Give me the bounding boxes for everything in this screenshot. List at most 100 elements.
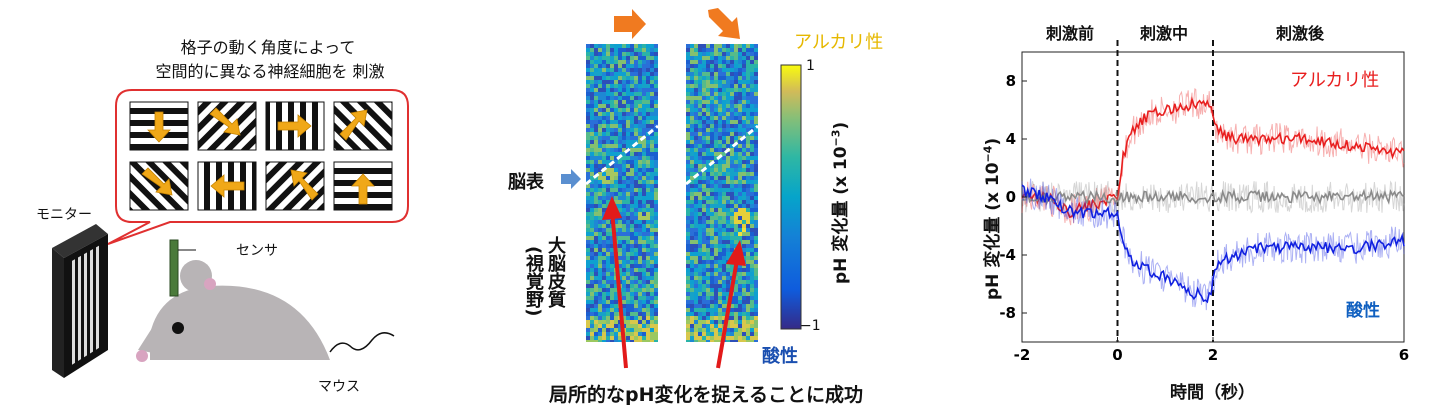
heatmap-cell	[602, 236, 606, 240]
heatmap-cell	[626, 164, 630, 168]
heatmap-cell	[646, 76, 650, 80]
heatmap-cell	[586, 108, 590, 112]
heatmap-cell	[742, 48, 746, 52]
heatmap-cell	[646, 212, 650, 216]
heatmap-cell	[646, 100, 650, 104]
heatmap-cell	[638, 236, 642, 240]
heatmap-cell	[722, 244, 726, 248]
heatmap-cell	[598, 104, 602, 108]
heatmap-cell	[630, 180, 634, 184]
heatmap-cell	[714, 104, 718, 108]
heatmap-cell	[634, 264, 638, 268]
y-tick-label: 0	[1006, 188, 1016, 206]
heatmap-cell	[606, 248, 610, 252]
heatmap-cell	[714, 124, 718, 128]
heatmap-cell	[622, 124, 626, 128]
heatmap-cell	[694, 84, 698, 88]
heatmap-cell	[626, 228, 630, 232]
heatmap-cell	[754, 136, 758, 140]
heatmap-cell	[738, 168, 742, 172]
heatmap-cell	[602, 316, 606, 320]
heatmap-cell	[710, 220, 714, 224]
heatmap-cell	[646, 172, 650, 176]
heatmap-cell	[614, 48, 618, 52]
heatmap-cell	[594, 224, 598, 228]
heatmap-cell	[750, 76, 754, 80]
heatmap-cell	[654, 216, 658, 220]
heatmap-cell	[694, 104, 698, 108]
heatmap-cell	[738, 128, 742, 132]
heatmap-cell	[742, 276, 746, 280]
heatmap-cell	[634, 72, 638, 76]
heatmap-cell	[606, 172, 610, 176]
heatmap-cell	[746, 276, 750, 280]
heatmap-cell	[702, 288, 706, 292]
heatmap-cell	[734, 284, 738, 288]
heatmap-cell	[730, 144, 734, 148]
heatmap-cell	[626, 64, 630, 68]
heatmap-cell	[710, 192, 714, 196]
heatmap-cell	[646, 132, 650, 136]
heatmap-cell	[638, 312, 642, 316]
heatmap-cell	[694, 116, 698, 120]
heatmap-cell	[714, 320, 718, 324]
heatmap-cell	[646, 148, 650, 152]
heatmap-cell	[594, 272, 598, 276]
heatmap-cell	[646, 324, 650, 328]
heatmap-cell	[710, 140, 714, 144]
heatmap-cell	[650, 316, 654, 320]
heatmap-cell	[690, 156, 694, 160]
heatmap-cell	[586, 100, 590, 104]
heatmap-cell	[634, 332, 638, 336]
heatmap-cell	[754, 316, 758, 320]
heatmap-cell	[654, 192, 658, 196]
heatmap-cell	[754, 68, 758, 72]
heatmap-cell	[638, 228, 642, 232]
heatmap-cell	[706, 300, 710, 304]
heatmap-cell	[590, 96, 594, 100]
heatmap-cell	[710, 124, 714, 128]
heatmap-cell	[730, 96, 734, 100]
heatmap-cell	[650, 76, 654, 80]
heatmap-cell	[750, 252, 754, 256]
heatmap-cell	[630, 76, 634, 80]
heatmap-cell	[602, 224, 606, 228]
heatmap-cell	[622, 76, 626, 80]
heatmap-cell	[726, 80, 730, 84]
heatmap-cell	[626, 308, 630, 312]
heatmap-cell	[730, 128, 734, 132]
heatmap-cell	[610, 336, 614, 340]
heatmap-cell	[594, 228, 598, 232]
heatmap-cell	[646, 96, 650, 100]
heatmap-cell	[750, 144, 754, 148]
heatmap-cell	[638, 140, 642, 144]
heatmap-cell	[710, 180, 714, 184]
heatmap-cell	[746, 240, 750, 244]
heatmap-cell	[610, 128, 614, 132]
heatmap-cell	[598, 288, 602, 292]
heatmap-cell	[750, 308, 754, 312]
heatmap-cell	[750, 132, 754, 136]
heatmap-cell	[610, 328, 614, 332]
heatmap-cell	[614, 116, 618, 120]
heatmap-cell	[586, 136, 590, 140]
heatmap-cell	[686, 196, 690, 200]
heatmap-cell	[702, 204, 706, 208]
heatmap-cell	[734, 180, 738, 184]
heatmap-cell	[742, 296, 746, 300]
heatmap-cell	[646, 68, 650, 72]
heatmap-cell	[694, 172, 698, 176]
heatmap-cell	[590, 60, 594, 64]
heatmap-cell	[698, 136, 702, 140]
heatmap-cell	[726, 48, 730, 52]
heatmap-cell	[686, 124, 690, 128]
heatmap-cell	[642, 92, 646, 96]
heatmap-cell	[618, 76, 622, 80]
heatmap-cell	[746, 292, 750, 296]
heatmap-cell	[646, 140, 650, 144]
heatmap-cell	[698, 316, 702, 320]
heatmap-cell	[650, 284, 654, 288]
heatmap-cell	[590, 92, 594, 96]
heatmap-cell	[642, 304, 646, 308]
heatmap-cell	[726, 212, 730, 216]
